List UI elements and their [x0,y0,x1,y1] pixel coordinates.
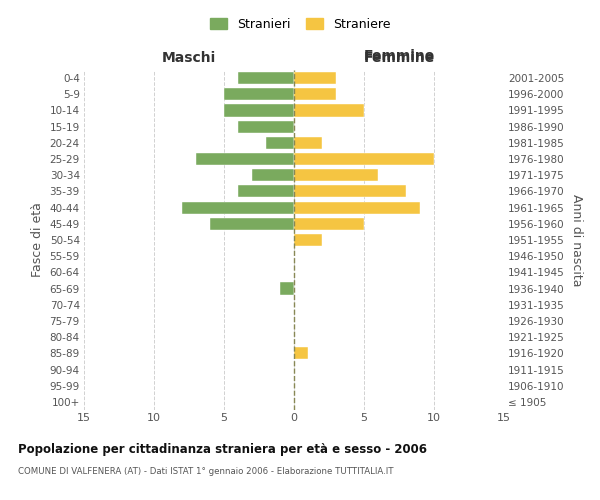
Y-axis label: Anni di nascita: Anni di nascita [571,194,583,286]
Text: Popolazione per cittadinanza straniera per età e sesso - 2006: Popolazione per cittadinanza straniera p… [18,442,427,456]
Bar [294,137,322,149]
Bar [294,72,336,84]
Bar [294,186,406,198]
Text: Femmine: Femmine [364,49,434,63]
Bar [182,202,294,213]
Bar [266,137,294,149]
Bar [238,72,294,84]
Legend: Stranieri, Straniere: Stranieri, Straniere [206,14,394,34]
Bar [196,153,294,165]
Bar [294,169,378,181]
Bar [294,153,434,165]
Bar [224,104,294,117]
Bar [294,218,364,230]
Bar [238,120,294,132]
Text: COMUNE DI VALFENERA (AT) - Dati ISTAT 1° gennaio 2006 - Elaborazione TUTTITALIA.: COMUNE DI VALFENERA (AT) - Dati ISTAT 1°… [18,468,394,476]
Bar [294,348,308,360]
Bar [294,234,322,246]
Bar [238,186,294,198]
Bar [280,282,294,294]
Bar [224,88,294,101]
Bar [294,88,336,101]
Bar [294,202,420,213]
Text: Maschi: Maschi [162,51,216,65]
Bar [210,218,294,230]
Y-axis label: Fasce di età: Fasce di età [31,202,44,278]
Bar [252,169,294,181]
Bar [294,104,364,117]
Text: Femmine: Femmine [364,51,434,65]
